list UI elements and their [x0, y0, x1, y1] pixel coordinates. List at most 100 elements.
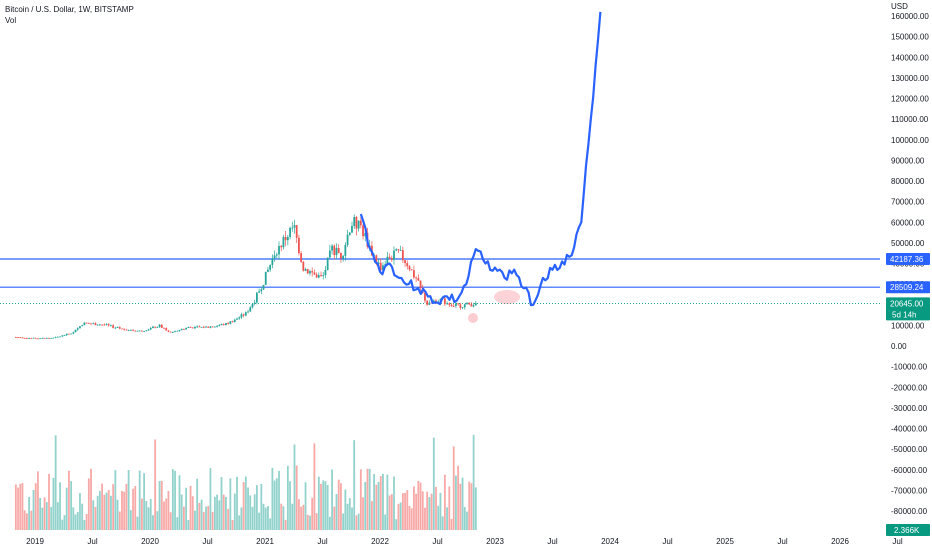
volume-bar [116, 499, 119, 530]
volume-bar [39, 497, 42, 530]
symbol-title[interactable]: Bitcoin / U.S. Dollar, 1W, BITSTAMP [5, 5, 134, 14]
volume-bar [138, 470, 141, 530]
volume-bar [337, 479, 340, 530]
price-tick-label: -10000.00 [891, 363, 928, 372]
candle-body [196, 326, 199, 328]
volume-bar [185, 487, 188, 530]
annotation-markers [468, 290, 520, 323]
candle-body [32, 337, 35, 339]
volume-bar [140, 498, 143, 530]
price-tick-label: 90000.00 [891, 156, 925, 165]
volume-bar [406, 490, 409, 530]
candle-body [309, 271, 311, 274]
volume-bar [351, 507, 353, 530]
volume-bar [63, 515, 66, 530]
volume-bar [286, 465, 289, 530]
candle-body [48, 337, 50, 339]
price-tags: 42187.36 28509.24 20645.00 5d 14h 2.366K [886, 252, 930, 536]
candle-body [94, 323, 97, 326]
candle-body [326, 257, 329, 271]
volume-bar [324, 481, 327, 530]
candle-body [450, 304, 453, 306]
candle-body [331, 245, 333, 251]
candle-body [304, 269, 307, 271]
volume-bar [419, 482, 422, 530]
volume-bar [136, 516, 139, 530]
volume-tag [886, 524, 930, 536]
price-tick-label: -70000.00 [891, 486, 928, 495]
volume-bar [149, 498, 152, 530]
candle-body [410, 269, 413, 271]
volume-bar [145, 501, 148, 530]
candle-body [178, 330, 181, 331]
candle-body [435, 300, 437, 302]
volume-bar [273, 480, 276, 530]
volume-bar [410, 508, 413, 530]
candle-body [14, 337, 17, 338]
volume-bar [384, 514, 387, 530]
candle-body [41, 337, 44, 339]
countdown-label: 5d 14h [892, 310, 916, 319]
projection-line[interactable] [359, 11, 602, 307]
price-tick-label: 10000.00 [891, 321, 925, 330]
candle-body [324, 270, 327, 276]
volume-bar [311, 497, 314, 530]
candle-body [337, 248, 340, 253]
volume-bar [335, 494, 338, 530]
horizontal-levels[interactable] [0, 258, 880, 304]
volume-bar [178, 475, 181, 530]
time-axis[interactable]: 2019 Jul 2020 Jul 2021 Jul 2022 Jul 2023 Jul 2024 J… [26, 537, 903, 546]
candle-body [244, 312, 247, 316]
volume-bar [34, 483, 37, 530]
candle-body [134, 330, 137, 332]
volume-bar [225, 496, 227, 530]
candle-body [160, 324, 163, 328]
volume-bar [121, 490, 123, 530]
volume-bar [300, 506, 303, 530]
time-tick-label: 2026 [831, 537, 849, 546]
candle-body [163, 327, 165, 329]
candle-body [136, 330, 139, 332]
candle-body [187, 327, 190, 329]
volume-bar [348, 498, 351, 530]
volume-bar [315, 513, 318, 530]
volume-bar [247, 487, 249, 530]
volume-indicator-label[interactable]: Vol [5, 16, 17, 25]
volume-bar [331, 469, 333, 530]
candle-body [63, 335, 66, 337]
candle-body [286, 237, 289, 241]
volume-bar [455, 475, 457, 530]
price-tick-label: 80000.00 [891, 177, 925, 186]
candle-body [253, 302, 256, 304]
volume-bar [282, 506, 285, 530]
candle-body [121, 328, 123, 330]
candle-body [231, 321, 234, 323]
volume-bar [48, 473, 50, 530]
volume-bar [293, 444, 296, 530]
volume-bar [264, 507, 267, 530]
candle-body [379, 262, 382, 271]
volume-bar [194, 510, 196, 530]
candle-body [70, 333, 73, 335]
candle-body [472, 305, 475, 307]
volume-bar [435, 486, 437, 530]
volume-bar [426, 491, 429, 530]
candle-body [43, 337, 46, 339]
candle-body [123, 328, 126, 330]
candle-body [463, 304, 466, 308]
volume-bar [30, 510, 33, 530]
candle-body [306, 269, 309, 274]
volume-bar [255, 485, 258, 530]
volume-bar [229, 478, 232, 530]
price-level-tag-label: 28509.24 [890, 283, 924, 292]
candle-body [25, 338, 28, 339]
projection-path[interactable] [359, 11, 602, 307]
volume-bar [110, 495, 112, 530]
volume-bar [388, 495, 391, 530]
price-tick-label: 140000.00 [891, 53, 929, 62]
candle-body [258, 291, 261, 293]
volume-bar [262, 503, 265, 530]
